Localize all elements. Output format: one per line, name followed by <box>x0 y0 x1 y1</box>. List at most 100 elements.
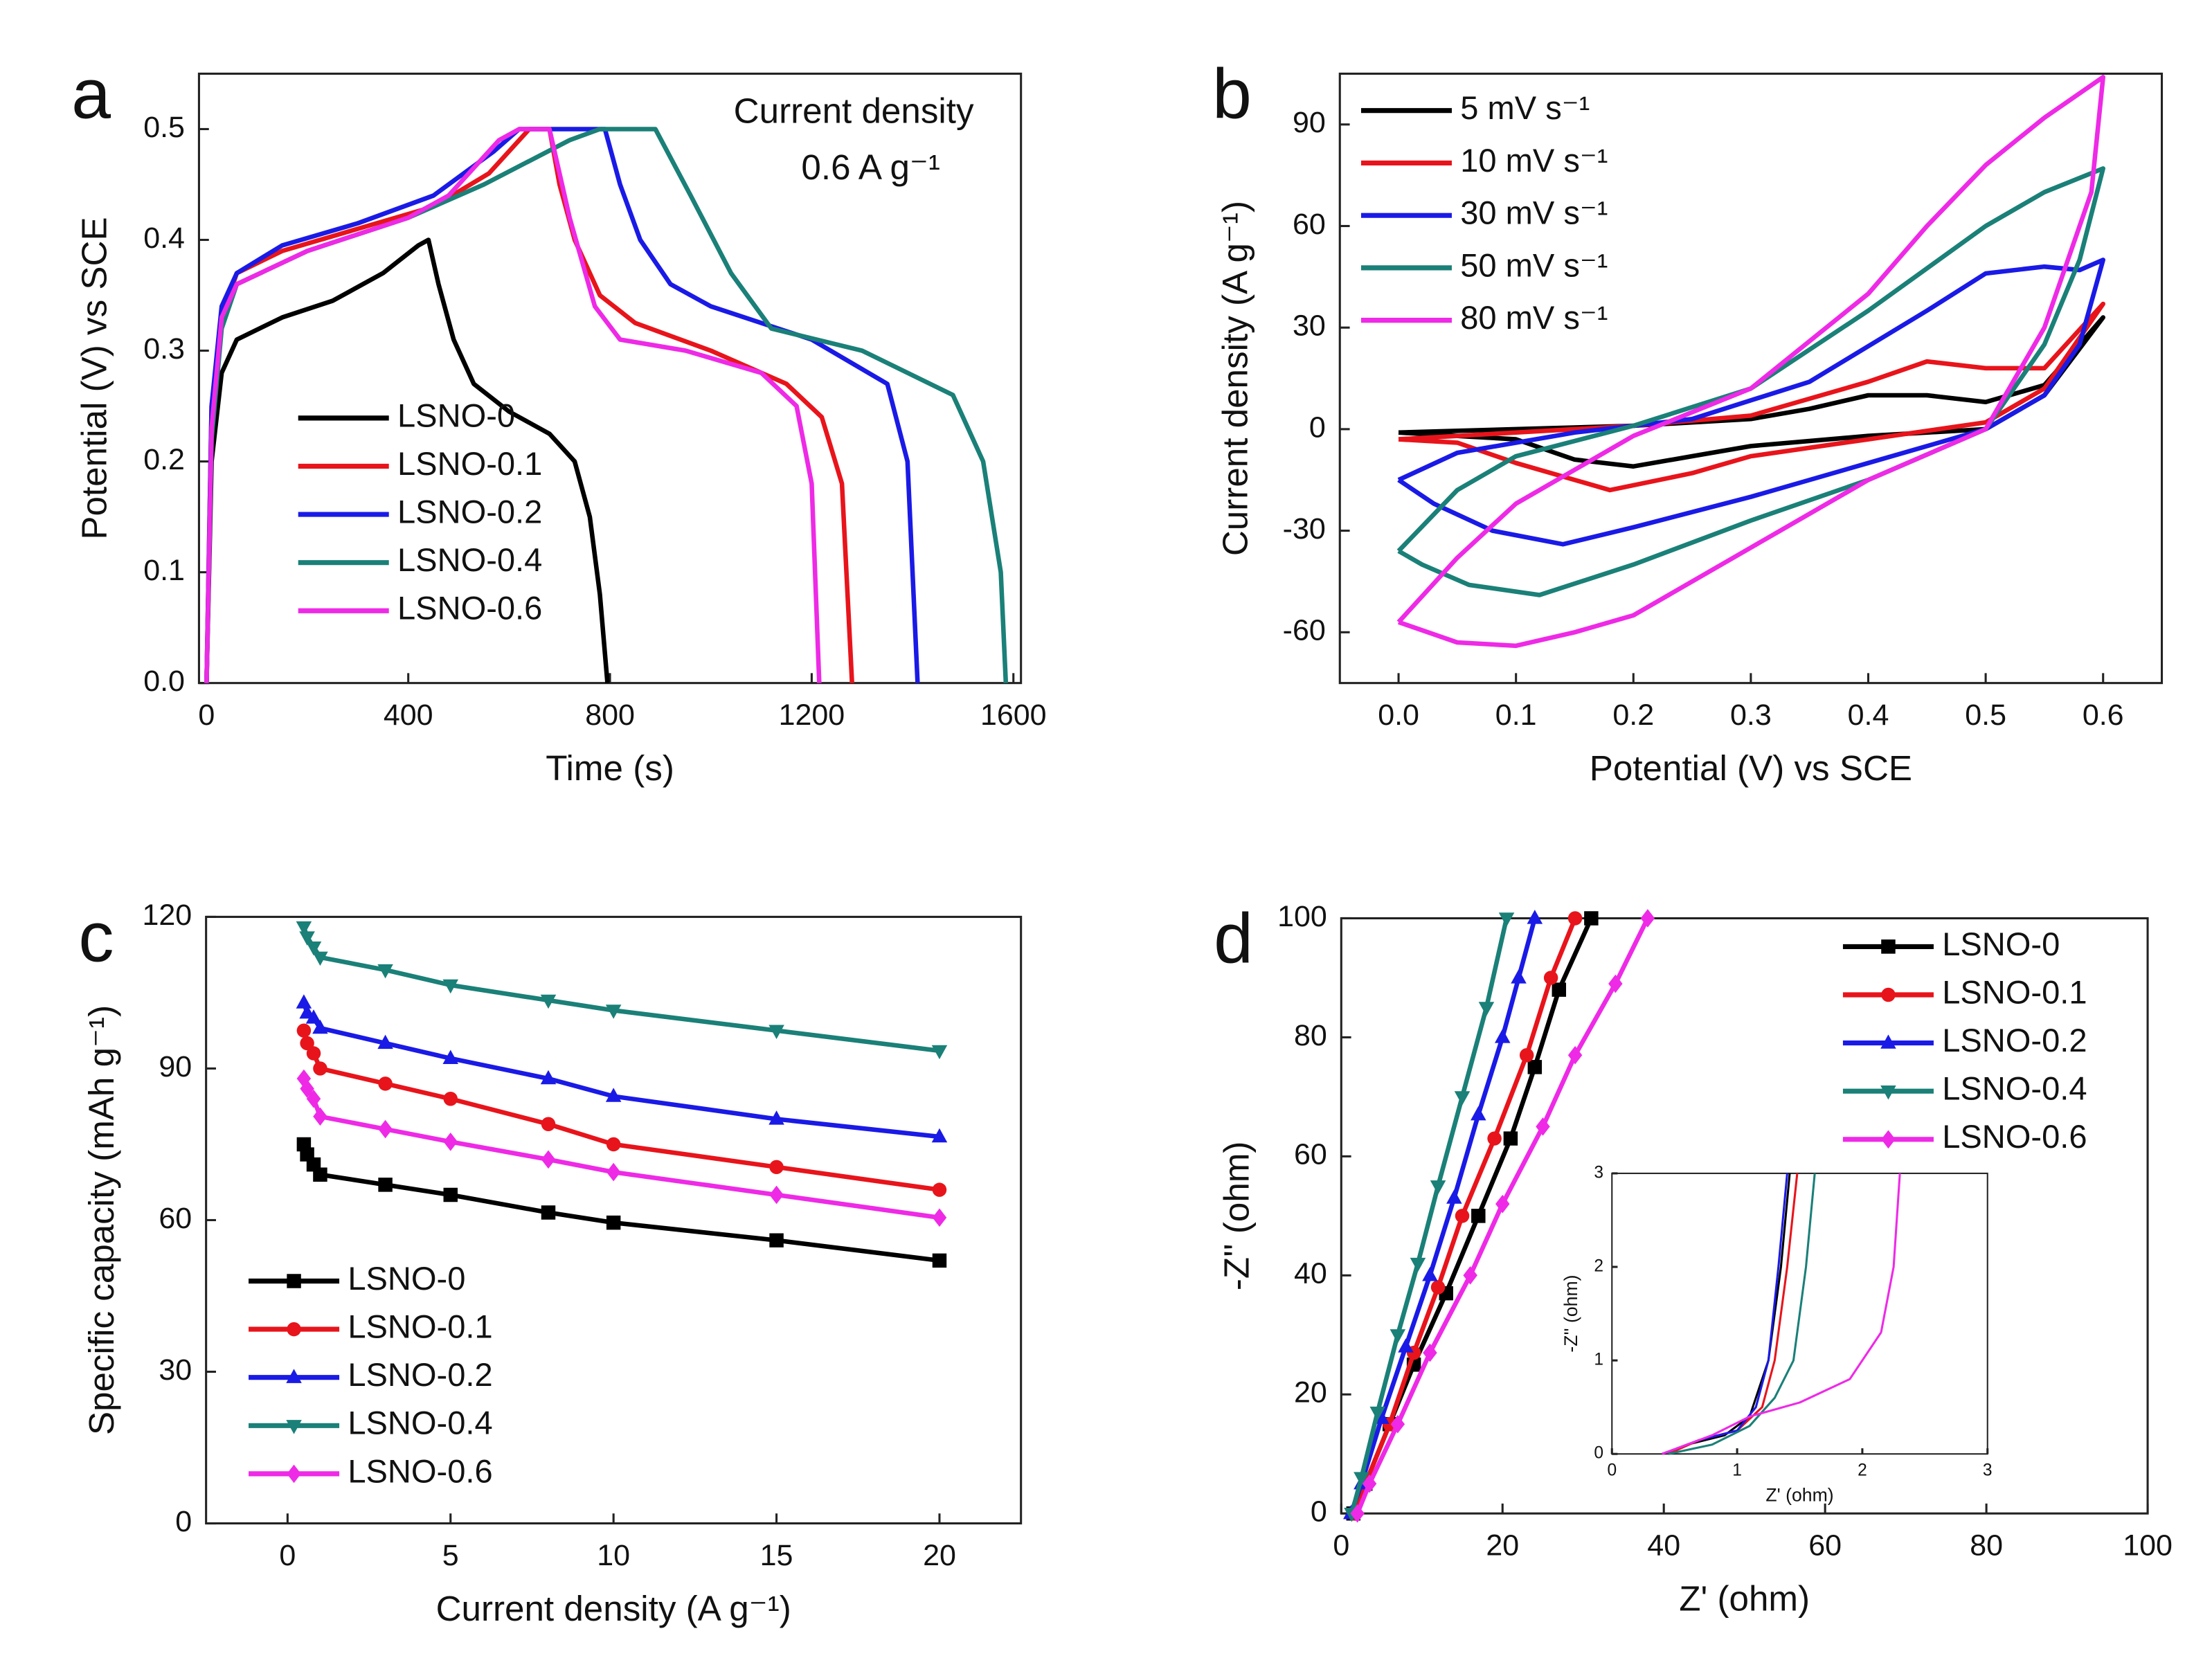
marker <box>1390 1329 1406 1344</box>
series-line <box>1351 917 1578 1515</box>
marker <box>1471 1209 1486 1223</box>
legend-label: LSNO-0.2 <box>1942 1022 2087 1058</box>
annotation: 0.6 A g⁻¹ <box>801 147 940 187</box>
marker <box>313 1061 327 1076</box>
x-tick-label: 1 <box>1732 1461 1742 1479</box>
marker <box>1511 969 1527 984</box>
marker <box>377 1034 393 1049</box>
marker <box>605 1004 622 1019</box>
x-tick-label: 1600 <box>980 699 1047 732</box>
panel-label: a <box>71 53 111 133</box>
y-tick-label: 0.2 <box>143 443 185 476</box>
series-line <box>1396 166 2105 597</box>
x-tick-label: 1200 <box>779 699 845 732</box>
marker <box>306 1046 321 1061</box>
marker <box>296 994 312 1009</box>
panel-label: d <box>1214 898 1253 977</box>
y-tick-label: 60 <box>1294 1138 1327 1171</box>
x-tick-label: 0.0 <box>1378 699 1419 732</box>
legend-label: LSNO-0.4 <box>397 541 542 578</box>
marker <box>606 1162 621 1182</box>
marker <box>1430 1280 1446 1295</box>
x-tick-label: 0.3 <box>1730 699 1772 732</box>
marker <box>377 964 393 979</box>
legend-label: LSNO-0.1 <box>397 445 542 482</box>
legend-marker <box>1880 1034 1896 1049</box>
series-line <box>301 1002 940 1139</box>
y-tick-label: 90 <box>159 1050 192 1083</box>
y-tick-label: 80 <box>1294 1019 1327 1052</box>
marker <box>296 1023 312 1038</box>
marker <box>312 951 328 966</box>
marker <box>1498 912 1515 927</box>
series-line <box>1398 301 2105 493</box>
x-axis-label: Time (s) <box>546 748 674 788</box>
marker <box>1390 1414 1405 1434</box>
marker <box>606 1137 621 1152</box>
marker <box>932 1208 947 1227</box>
legend-marker <box>286 1369 302 1383</box>
marker <box>1430 1180 1446 1195</box>
series-line <box>1349 917 1538 1515</box>
x-tick-label: 80 <box>1970 1529 2003 1562</box>
marker <box>1478 1002 1495 1016</box>
x-axis-label: Z' (ohm) <box>1765 1485 1833 1506</box>
marker <box>305 1009 322 1024</box>
marker <box>313 1167 327 1182</box>
marker <box>541 1117 556 1131</box>
legend-label: LSNO-0.6 <box>1942 1118 2087 1155</box>
y-tick-label: 90 <box>1293 106 1326 139</box>
marker <box>605 1088 622 1102</box>
marker <box>540 1070 557 1085</box>
marker <box>1503 1131 1518 1146</box>
y-tick-label: 0.4 <box>143 222 185 255</box>
x-tick-label: 0.6 <box>2083 699 2124 732</box>
x-tick-label: 15 <box>760 1539 793 1572</box>
y-tick-label: 100 <box>1277 900 1327 933</box>
marker <box>1552 982 1567 997</box>
legend-marker <box>287 1274 301 1288</box>
x-tick-label: 0 <box>1333 1529 1349 1562</box>
series-line <box>301 1078 940 1220</box>
series-line <box>1668 1173 1816 1455</box>
marker <box>300 1036 314 1051</box>
legend-marker <box>1880 1085 1896 1100</box>
x-tick-label: 2 <box>1858 1461 1867 1479</box>
series-line <box>204 237 610 683</box>
y-tick-label: 0.1 <box>143 554 185 587</box>
marker <box>931 1128 948 1143</box>
y-tick-label: 20 <box>1294 1376 1327 1409</box>
marker <box>768 1025 784 1039</box>
x-tick-label: 10 <box>597 1539 630 1572</box>
marker <box>1422 1267 1438 1281</box>
legend-marker <box>1881 939 1896 954</box>
legend-label: LSNO-0.2 <box>348 1356 492 1393</box>
series-line <box>204 127 920 683</box>
marker <box>932 1253 947 1268</box>
legend-label: LSNO-0.2 <box>397 494 542 530</box>
y-tick-label: -30 <box>1283 512 1326 546</box>
marker <box>378 1076 393 1091</box>
y-tick-label: 120 <box>142 899 192 932</box>
legend-label: 80 mV s⁻¹ <box>1460 299 1608 336</box>
legend-marker <box>287 1322 301 1337</box>
legend-label: LSNO-0 <box>348 1260 465 1297</box>
marker <box>541 1205 556 1220</box>
y-tick-label: 2 <box>1594 1257 1603 1276</box>
x-axis-label: Z' (ohm) <box>1679 1579 1810 1619</box>
marker <box>1471 1106 1486 1121</box>
legend-label: LSNO-0 <box>397 397 515 433</box>
y-axis-label: Specific capacity (mAh g⁻¹) <box>82 1005 121 1435</box>
marker <box>1410 1257 1426 1272</box>
plot-frame <box>1340 917 2149 1515</box>
marker <box>1350 1504 1365 1523</box>
legend-label: LSNO-0 <box>1942 926 2060 962</box>
legend-marker <box>287 1464 301 1484</box>
marker <box>606 1215 621 1230</box>
marker <box>541 1150 556 1169</box>
x-tick-label: 0.5 <box>1965 699 2006 732</box>
legend-label: 10 mV s⁻¹ <box>1460 142 1608 179</box>
y-tick-label: 60 <box>1293 208 1326 241</box>
x-tick-label: 40 <box>1647 1529 1680 1562</box>
marker <box>1454 1091 1471 1106</box>
